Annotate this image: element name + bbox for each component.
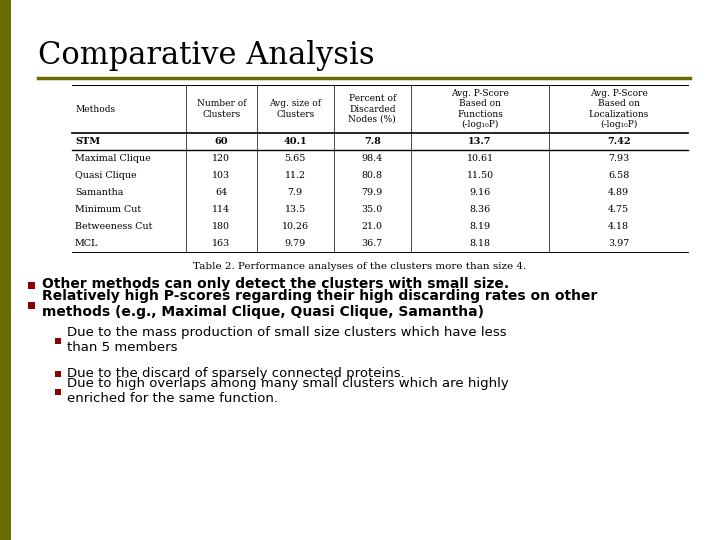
Text: Relatively high P-scores regarding their high discarding rates on other
methods : Relatively high P-scores regarding their… <box>42 289 598 319</box>
Text: 8.19: 8.19 <box>469 222 490 231</box>
Text: 7.93: 7.93 <box>608 154 629 163</box>
Text: MCL: MCL <box>75 239 99 248</box>
Text: 4.18: 4.18 <box>608 222 629 231</box>
Text: Samantha: Samantha <box>75 188 123 197</box>
Text: Percent of
Discarded
Nodes (%): Percent of Discarded Nodes (%) <box>348 94 396 124</box>
Text: Due to the mass production of small size clusters which have less
than 5 members: Due to the mass production of small size… <box>67 326 507 354</box>
Bar <box>0 0 11 540</box>
Text: 21.0: 21.0 <box>361 222 383 231</box>
Bar <box>55 389 60 395</box>
Text: Quasi Clique: Quasi Clique <box>75 171 137 180</box>
Bar <box>55 338 60 344</box>
Bar <box>55 372 60 377</box>
Bar <box>28 301 35 308</box>
Text: 60: 60 <box>215 137 228 146</box>
Text: 5.65: 5.65 <box>284 154 306 163</box>
Text: 64: 64 <box>215 188 228 197</box>
Text: 7.9: 7.9 <box>288 188 303 197</box>
Text: 103: 103 <box>212 171 230 180</box>
Text: Avg. size of
Clusters: Avg. size of Clusters <box>269 99 321 119</box>
Text: 40.1: 40.1 <box>284 137 307 146</box>
Text: 11.2: 11.2 <box>285 171 306 180</box>
Text: 79.9: 79.9 <box>361 188 383 197</box>
Text: 13.7: 13.7 <box>468 137 492 146</box>
Text: Minimum Cut: Minimum Cut <box>75 205 141 214</box>
Text: 80.8: 80.8 <box>361 171 383 180</box>
Text: 10.26: 10.26 <box>282 222 309 231</box>
Text: 163: 163 <box>212 239 230 248</box>
Text: 36.7: 36.7 <box>361 239 383 248</box>
Text: 114: 114 <box>212 205 230 214</box>
Text: 8.18: 8.18 <box>469 239 490 248</box>
Text: Avg. P-Score
Based on
Localizations
(-log₁₀P): Avg. P-Score Based on Localizations (-lo… <box>588 89 649 129</box>
Text: Methods: Methods <box>75 105 115 113</box>
Text: Due to high overlaps among many small clusters which are highly
enriched for the: Due to high overlaps among many small cl… <box>67 377 509 405</box>
Text: 7.42: 7.42 <box>607 137 631 146</box>
Text: Maximal Clique: Maximal Clique <box>75 154 150 163</box>
Text: Table 2. Performance analyses of the clusters more than size 4.: Table 2. Performance analyses of the clu… <box>194 262 526 271</box>
Text: 10.61: 10.61 <box>467 154 494 163</box>
Text: 4.75: 4.75 <box>608 205 629 214</box>
Text: 9.16: 9.16 <box>469 188 491 197</box>
Text: 35.0: 35.0 <box>361 205 383 214</box>
Text: Due to the discard of sparsely connected proteins.: Due to the discard of sparsely connected… <box>67 367 405 380</box>
Text: 4.89: 4.89 <box>608 188 629 197</box>
Text: 8.36: 8.36 <box>469 205 491 214</box>
Text: Betweeness Cut: Betweeness Cut <box>75 222 153 231</box>
Bar <box>28 281 35 288</box>
Text: 98.4: 98.4 <box>361 154 383 163</box>
Text: STM: STM <box>75 137 100 146</box>
Text: Other methods can only detect the clusters with small size.: Other methods can only detect the cluste… <box>42 277 509 291</box>
Text: Avg. P-Score
Based on
Functions
(-log₁₀P): Avg. P-Score Based on Functions (-log₁₀P… <box>451 89 509 129</box>
Text: 120: 120 <box>212 154 230 163</box>
Text: 6.58: 6.58 <box>608 171 629 180</box>
Text: 3.97: 3.97 <box>608 239 629 248</box>
Text: 180: 180 <box>212 222 230 231</box>
Text: 11.50: 11.50 <box>467 171 494 180</box>
Text: 9.79: 9.79 <box>284 239 306 248</box>
Text: Number of
Clusters: Number of Clusters <box>197 99 246 119</box>
Text: 13.5: 13.5 <box>284 205 306 214</box>
Text: 7.8: 7.8 <box>364 137 381 146</box>
Text: Comparative Analysis: Comparative Analysis <box>38 40 374 71</box>
